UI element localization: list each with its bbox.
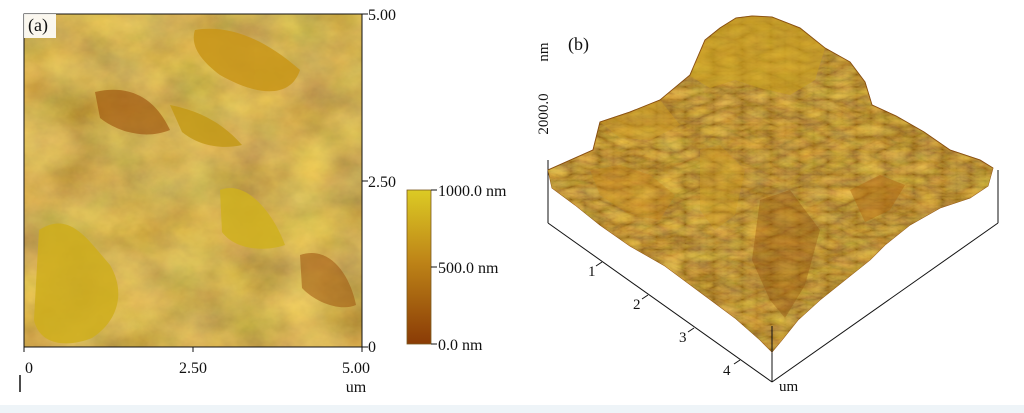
y-tick-2-50: 2.50 [368,174,396,191]
panel-a: 0 2.50 5.00 um 5.00 2.50 0 (a) [19,7,507,396]
y-tick-0: 0 [368,339,376,356]
bottom-strip [0,405,1024,413]
panel-b-axes: 1 2 3 4 um 2000.0 nm [536,42,999,395]
panel-b-label: (b) [568,34,589,55]
panel-a-x-axis: 0 2.50 5.00 um [19,347,370,396]
panel-a-label-bg [24,14,56,38]
b-axis-tick-2: 2 [633,297,641,313]
b-axis-tick-3: 3 [679,330,687,346]
surface-ridge-line [547,15,994,171]
b-axis-tick-4: 4 [723,363,731,379]
y-tick-5-00: 5.00 [368,7,396,24]
afm-height-map-highlights [34,28,356,344]
b-axis-unit: um [779,379,799,395]
height-colorbar: 1000.0 nm 500.0 nm 0.0 nm [406,183,507,354]
z-axis-label: 2000.0 [536,93,552,134]
colorbar-top-label: 1000.0 nm [438,183,507,200]
panel-a-label: (a) [28,15,48,36]
colorbar-gradient [406,189,432,345]
colorbar-mid-label: 500.0 nm [438,260,499,277]
b-axis-tick-1: 1 [588,264,596,280]
afm-3d-surface [547,15,994,353]
x-tick-5-00: 5.00 [342,360,370,377]
panel-a-y-axis: 5.00 2.50 0 [362,7,396,356]
x-unit-um: um [346,379,367,396]
x-tick-0: 0 [25,360,33,377]
x-tick-2-50: 2.50 [179,360,207,377]
panel-b: (b) 1 2 3 4 um 2000.0 nm [536,15,999,395]
z-axis-unit: nm [536,42,552,62]
colorbar-bottom-label: 0.0 nm [438,337,483,354]
